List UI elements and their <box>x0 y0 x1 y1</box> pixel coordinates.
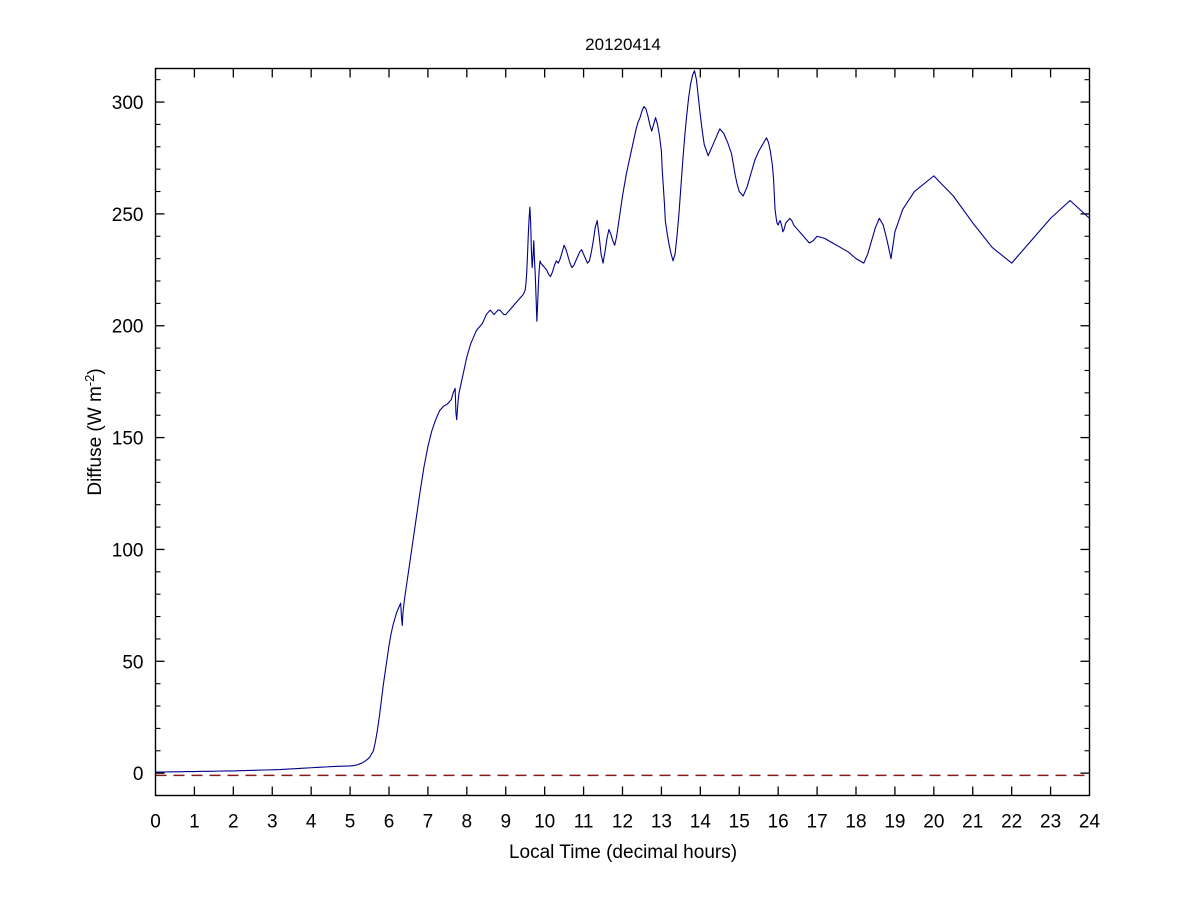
x-tick-label: 19 <box>884 812 905 833</box>
x-tick-label: 22 <box>1001 812 1022 833</box>
x-tick-label: 23 <box>1040 812 1061 833</box>
x-tick-label: 5 <box>345 812 356 833</box>
y-axis-label-superscript: -2 <box>82 375 97 387</box>
y-tick-label: 0 <box>133 764 144 785</box>
x-tick-label: 16 <box>768 812 789 833</box>
y-axis-label: Diffuse (W m-2) <box>82 368 106 495</box>
x-tick-label: 20 <box>923 812 944 833</box>
data-series-layer <box>154 70 1091 777</box>
x-tick-label: 24 <box>1079 812 1101 833</box>
x-axis-label: Local Time (decimal hours) <box>509 842 737 863</box>
axis-tick-labels: 0 1 2 3 4 5 6 7 8 9 10 11 12 13 14 15 16 17 18 19 20 21 22 23 24… <box>112 93 1101 832</box>
svg-text:Diffuse (W m-2): Diffuse (W m-2) <box>82 368 106 495</box>
x-tick-label: 17 <box>807 812 828 833</box>
axis-ticks <box>155 68 1090 796</box>
x-tick-label: 8 <box>462 812 473 833</box>
y-tick-label: 300 <box>112 93 144 114</box>
x-tick-label: 2 <box>228 812 239 833</box>
y-tick-label: 150 <box>112 429 144 450</box>
x-tick-label: 9 <box>500 812 511 833</box>
x-tick-label: 3 <box>267 812 278 833</box>
y-axis-label-tail: ) <box>85 368 106 374</box>
x-tick-label: 10 <box>534 812 555 833</box>
y-axis-label-main: Diffuse (W m <box>85 386 106 495</box>
x-tick-label: 13 <box>651 812 672 833</box>
data-line-diffuse <box>154 70 1091 773</box>
x-tick-label: 18 <box>845 812 866 833</box>
x-tick-label: 11 <box>574 812 594 833</box>
x-tick-label: 12 <box>612 812 633 833</box>
y-tick-label: 250 <box>112 205 144 226</box>
y-tick-label: 100 <box>112 540 144 561</box>
plot-frame <box>154 67 1091 797</box>
x-tick-label: 1 <box>189 812 200 833</box>
x-tick-label: 7 <box>423 812 434 833</box>
x-tick-label: 21 <box>962 812 983 833</box>
x-tick-label: 15 <box>729 812 750 833</box>
x-tick-label: 0 <box>150 812 161 833</box>
y-tick-label: 200 <box>112 317 144 338</box>
x-tick-label: 4 <box>306 812 317 833</box>
x-tick-label: 14 <box>690 812 712 833</box>
chart-title: 20120414 <box>585 35 661 54</box>
y-tick-label: 50 <box>122 652 143 673</box>
x-tick-label: 6 <box>384 812 395 833</box>
